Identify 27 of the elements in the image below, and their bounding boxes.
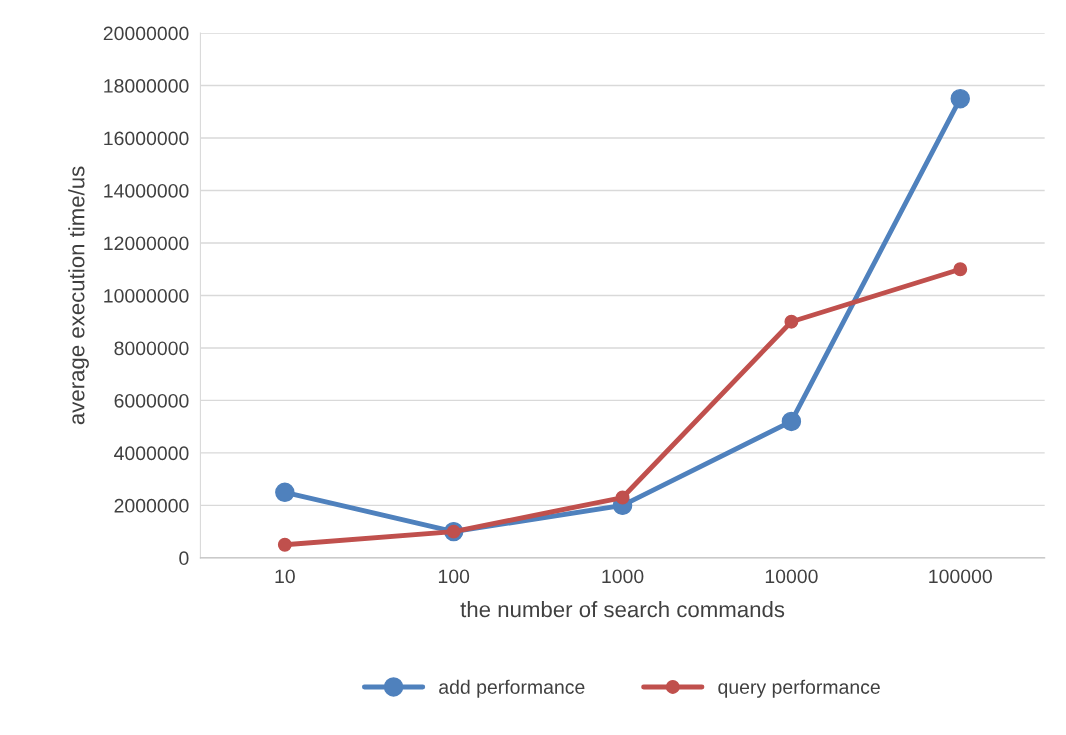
point: [275, 482, 295, 502]
y-tick-label: 12000000: [104, 236, 189, 251]
point: [277, 537, 292, 552]
y-tick-label: 20000000: [103, 26, 189, 41]
y-tick-label: 18000000: [104, 79, 189, 93]
legend-label: query performance: [718, 679, 880, 698]
y-tick-label: 16000000: [104, 131, 189, 146]
y-axis-title: average execution time/us: [68, 166, 89, 425]
y-tick-label: 10000000: [104, 288, 189, 303]
point: [781, 411, 802, 432]
legend-label: add performance: [439, 679, 585, 698]
x-axis-title: the number of search commands: [460, 600, 785, 618]
point: [784, 314, 799, 329]
point: [953, 262, 968, 277]
y-tick-label: 14000000: [104, 183, 189, 198]
y-tick-label: 8000000: [114, 341, 189, 356]
x-tick-label: 10: [275, 569, 295, 584]
x-tick-label: 100: [438, 569, 470, 584]
x-tick-label: 1000: [602, 569, 644, 584]
point: [950, 88, 970, 109]
point: [615, 490, 630, 505]
y-tick-label: 4000000: [114, 446, 189, 461]
y-tick-label: 0: [179, 551, 189, 566]
x-tick-label: 100000: [929, 569, 992, 584]
x-tick-label: 10000: [765, 569, 818, 584]
y-tick-label: 6000000: [114, 393, 189, 408]
y-tick-label: 2000000: [114, 498, 189, 513]
